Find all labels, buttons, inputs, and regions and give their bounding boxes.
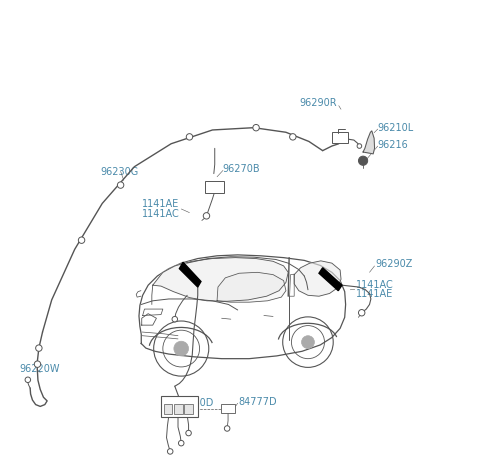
Circle shape [25,377,31,383]
Circle shape [203,213,210,219]
Text: 1141AE: 1141AE [142,200,179,209]
Text: 1141AC: 1141AC [356,280,394,290]
Circle shape [186,134,192,140]
Polygon shape [180,262,201,287]
FancyBboxPatch shape [184,404,192,414]
FancyBboxPatch shape [221,404,235,413]
FancyBboxPatch shape [332,132,348,143]
Polygon shape [319,268,342,291]
Text: 84777D: 84777D [238,397,277,407]
Text: 96270B: 96270B [223,164,260,174]
Circle shape [78,237,85,243]
Text: 1141AE: 1141AE [356,289,393,299]
Circle shape [34,361,41,367]
Text: 96290R: 96290R [300,98,337,108]
Polygon shape [363,131,374,154]
Text: 96220W: 96220W [20,364,60,374]
Circle shape [224,426,230,431]
Circle shape [174,341,189,356]
Circle shape [179,440,184,446]
Circle shape [118,182,124,188]
Circle shape [172,316,178,322]
FancyBboxPatch shape [164,404,172,414]
Text: 96230G: 96230G [100,167,138,177]
Circle shape [301,336,314,348]
Text: 1141AC: 1141AC [142,208,180,219]
Circle shape [289,134,296,140]
Text: 96216: 96216 [378,140,408,150]
FancyBboxPatch shape [174,404,182,414]
Circle shape [357,144,362,148]
Circle shape [359,156,368,165]
Text: 96210L: 96210L [378,123,414,133]
Polygon shape [294,261,341,296]
Polygon shape [153,258,288,301]
FancyBboxPatch shape [205,181,224,193]
FancyBboxPatch shape [160,396,198,417]
Text: 96290Z: 96290Z [375,259,413,269]
Circle shape [359,310,365,316]
Polygon shape [217,272,286,302]
Circle shape [253,124,259,131]
Circle shape [168,449,173,454]
Circle shape [36,345,42,351]
Polygon shape [139,255,346,359]
Circle shape [186,430,192,436]
Text: 96240D: 96240D [176,398,214,408]
